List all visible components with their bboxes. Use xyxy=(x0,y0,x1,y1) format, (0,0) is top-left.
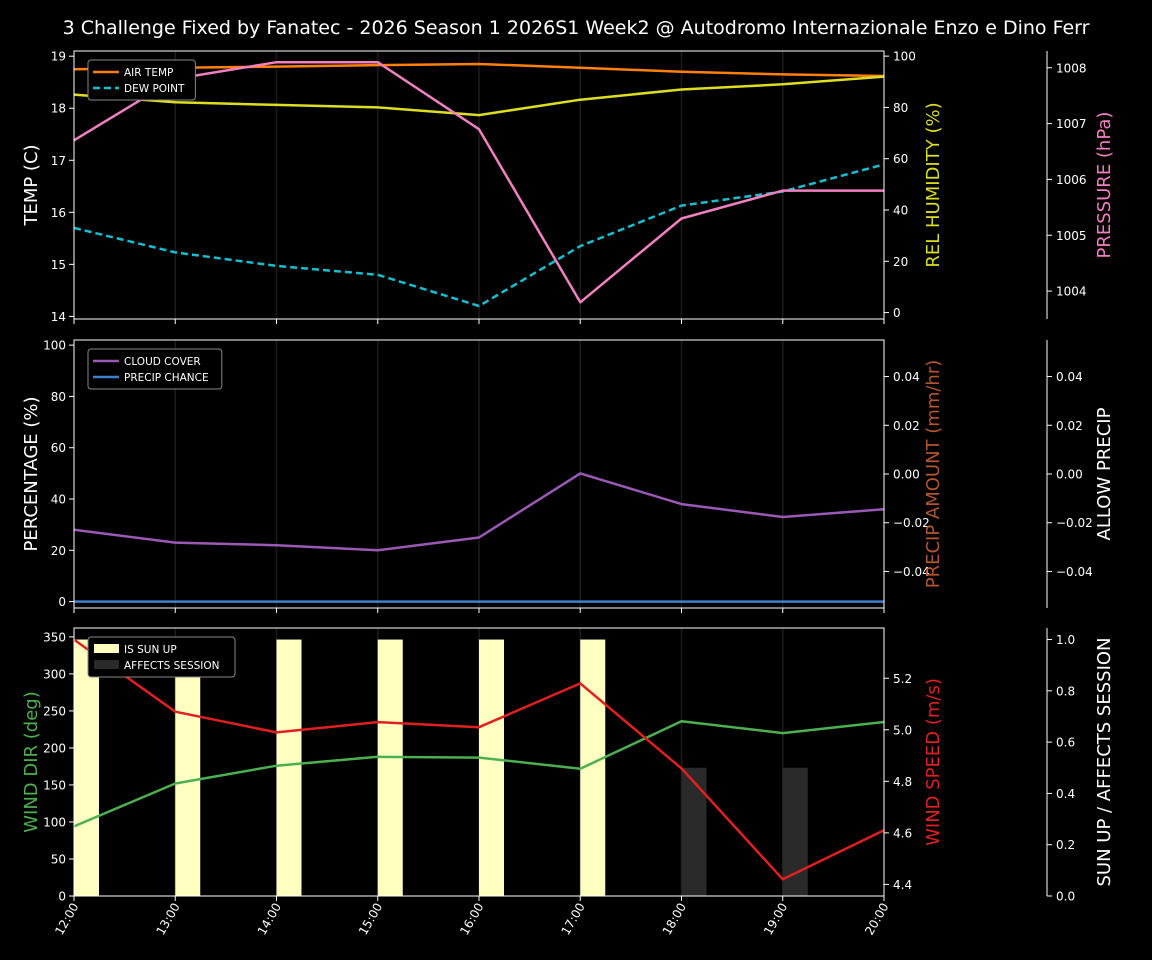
chart-panels: 14 15 16 17 18 19 TEMP (C) 0 20 40 60 80 100 REL HUMI… xyxy=(21,50,1115,938)
panel-2: 0 20 40 60 80 100 PERCENTAGE (%) −0.04 −0.02 0.00… xyxy=(21,339,1115,613)
y-axis-label: REL HUMIDITY (%) xyxy=(923,102,944,267)
y-tick-label: −0.04 xyxy=(893,565,930,579)
y-axis-label: TEMP (C) xyxy=(21,144,42,226)
is-sun-up-bar xyxy=(175,639,201,896)
y-tick-label: 4.4 xyxy=(893,878,912,892)
dew-point-legend-label: DEW POINT xyxy=(124,83,185,95)
y-tick-label: 1004 xyxy=(1056,285,1087,299)
y-tick-label: 100 xyxy=(893,50,916,64)
cloud-cover-legend-label: CLOUD COVER xyxy=(124,356,201,368)
y-tick-label: 1005 xyxy=(1056,229,1087,243)
y-tick-label: 40 xyxy=(893,204,908,218)
panel-1: 14 15 16 17 18 19 TEMP (C) 0 20 40 60 80 100 REL HUMI… xyxy=(21,50,1115,324)
y-tick-label: 15 xyxy=(51,258,66,272)
rel-humidity-line xyxy=(73,75,885,117)
y-tick-label: 0.00 xyxy=(1056,468,1083,482)
y-tick-label: 5.2 xyxy=(893,672,912,686)
is-sun-up-legend-label: IS SUN UP xyxy=(124,644,177,656)
y-tick-label: 14 xyxy=(51,310,66,324)
legend-box xyxy=(87,348,223,390)
is-sun-up-bar xyxy=(479,639,504,896)
y-tick-label: 18 xyxy=(51,102,66,116)
wind-speed-m-s-line xyxy=(73,638,885,881)
y-tick-label: 1007 xyxy=(1056,117,1087,131)
is-sun-up-bar xyxy=(74,639,99,896)
y-tick-label: 60 xyxy=(51,441,66,455)
y-tick-label: 60 xyxy=(893,152,908,166)
y-tick-label: 200 xyxy=(43,741,66,755)
y-tick-label: 0 xyxy=(58,595,66,609)
y-tick-label: 19 xyxy=(51,50,66,64)
y-tick-label: 300 xyxy=(43,667,66,681)
y-tick-label: 100 xyxy=(43,339,66,353)
y-tick-label: 350 xyxy=(43,630,66,644)
y-tick-label: 40 xyxy=(51,493,66,507)
is-sun-up-legend-swatch xyxy=(94,644,119,653)
y-tick-label: 250 xyxy=(43,704,66,718)
is-sun-up-bar xyxy=(276,639,302,896)
y-tick-label: 0.04 xyxy=(1056,370,1083,384)
legend-box xyxy=(87,59,196,101)
y-tick-label: 20 xyxy=(893,255,908,269)
y-tick-label: −0.04 xyxy=(1056,565,1093,579)
y-tick-label: 80 xyxy=(51,390,66,404)
y-axis-label: ALLOW PRECIP xyxy=(1094,407,1115,540)
air-temp-line xyxy=(73,62,885,78)
y-tick-label: 100 xyxy=(43,815,66,829)
y-tick-label: 1008 xyxy=(1056,61,1087,75)
y-tick-label: 20 xyxy=(51,544,66,558)
precip-chance-legend-label: PRECIP CHANCE xyxy=(124,372,209,384)
y-tick-label: 0.6 xyxy=(1056,736,1075,750)
legend: IS SUN UP AFFECTS SESSION xyxy=(87,636,236,678)
y-tick-label: 80 xyxy=(893,101,908,115)
y-tick-label: 150 xyxy=(43,778,66,792)
y-tick-label: 4.6 xyxy=(893,826,912,840)
chart-title: 3 Challenge Fixed by Fanatec - 2026 Seas… xyxy=(63,17,1090,39)
legend: AIR TEMP DEW POINT xyxy=(87,59,196,101)
cloud-cover-line xyxy=(73,472,885,552)
y-tick-label: 0.00 xyxy=(893,468,920,482)
y-tick-label: 0.0 xyxy=(1056,890,1075,904)
y-tick-label: 0 xyxy=(58,890,66,904)
y-tick-label: 50 xyxy=(51,852,66,866)
affects-session-bar xyxy=(681,767,707,896)
y-tick-label: 0 xyxy=(893,306,901,320)
legend-box xyxy=(87,636,236,678)
y-axis-label: PRECIP AMOUNT (mm/hr) xyxy=(923,360,944,589)
y-tick-label: 0.02 xyxy=(1056,419,1083,433)
panel-3: 0 50 100 150 200 250 300 350 WIND DIR (deg) 4.4 4.… xyxy=(21,627,1115,937)
y-tick-label: 0.8 xyxy=(1056,684,1075,698)
air-temp-legend-label: AIR TEMP xyxy=(124,67,173,79)
y-tick-label: −0.02 xyxy=(893,516,930,530)
y-tick-label: −0.02 xyxy=(1056,516,1093,530)
y-axis-label: PERCENTAGE (%) xyxy=(21,396,42,551)
y-axis-label: WIND SPEED (m/s) xyxy=(923,678,944,846)
y-tick-label: 0.2 xyxy=(1056,838,1075,852)
affects-session-legend-swatch xyxy=(94,660,119,669)
affects-session-legend-label: AFFECTS SESSION xyxy=(124,660,220,672)
y-axis-label: PRESSURE (hPa) xyxy=(1094,112,1115,259)
y-axis-label: SUN UP / AFFECTS SESSION xyxy=(1094,637,1115,886)
is-sun-up-bar xyxy=(377,639,403,896)
y-axis-label: WIND DIR (deg) xyxy=(21,691,42,833)
legend: CLOUD COVER PRECIP CHANCE xyxy=(87,348,223,390)
y-tick-label: 1.0 xyxy=(1056,633,1075,647)
y-tick-label: 0.04 xyxy=(893,370,920,384)
y-tick-label: 1006 xyxy=(1056,173,1087,187)
pressure-hpa-line xyxy=(73,60,884,304)
y-tick-label: 0.02 xyxy=(893,419,920,433)
wind-dir-deg-line xyxy=(73,720,885,828)
y-tick-label: 5.0 xyxy=(893,723,912,737)
y-tick-label: 4.8 xyxy=(893,775,912,789)
y-tick-label: 0.4 xyxy=(1056,787,1075,801)
y-tick-label: 17 xyxy=(51,154,66,168)
dew-point-line xyxy=(73,163,885,308)
y-tick-label: 16 xyxy=(51,206,66,220)
